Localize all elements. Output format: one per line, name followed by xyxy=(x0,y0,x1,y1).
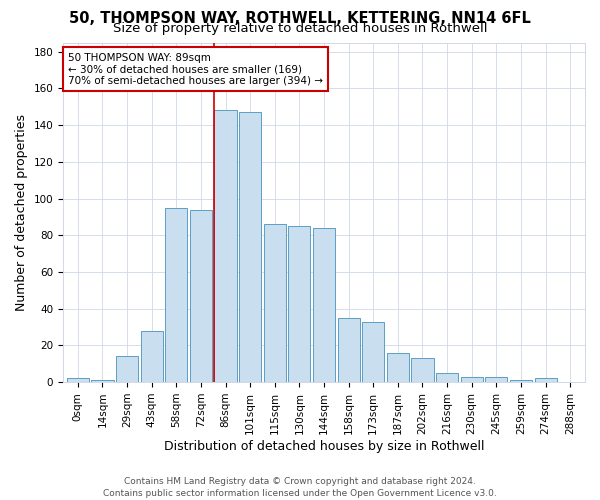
Bar xyxy=(313,228,335,382)
X-axis label: Distribution of detached houses by size in Rothwell: Distribution of detached houses by size … xyxy=(164,440,484,452)
Bar xyxy=(239,112,261,382)
Bar xyxy=(485,376,508,382)
Bar xyxy=(412,358,434,382)
Bar xyxy=(338,318,360,382)
Bar xyxy=(535,378,557,382)
Bar xyxy=(461,376,483,382)
Bar xyxy=(214,110,236,382)
Bar xyxy=(140,330,163,382)
Bar xyxy=(116,356,138,382)
Text: 50, THOMPSON WAY, ROTHWELL, KETTERING, NN14 6FL: 50, THOMPSON WAY, ROTHWELL, KETTERING, N… xyxy=(69,11,531,26)
Bar xyxy=(263,224,286,382)
Bar xyxy=(510,380,532,382)
Text: Contains HM Land Registry data © Crown copyright and database right 2024.
Contai: Contains HM Land Registry data © Crown c… xyxy=(103,476,497,498)
Bar xyxy=(91,380,113,382)
Bar xyxy=(165,208,187,382)
Text: Size of property relative to detached houses in Rothwell: Size of property relative to detached ho… xyxy=(113,22,487,35)
Bar xyxy=(67,378,89,382)
Y-axis label: Number of detached properties: Number of detached properties xyxy=(15,114,28,311)
Bar xyxy=(436,373,458,382)
Bar xyxy=(289,226,310,382)
Bar xyxy=(387,352,409,382)
Bar xyxy=(362,322,385,382)
Text: 50 THOMPSON WAY: 89sqm
← 30% of detached houses are smaller (169)
70% of semi-de: 50 THOMPSON WAY: 89sqm ← 30% of detached… xyxy=(68,52,323,86)
Bar xyxy=(190,210,212,382)
